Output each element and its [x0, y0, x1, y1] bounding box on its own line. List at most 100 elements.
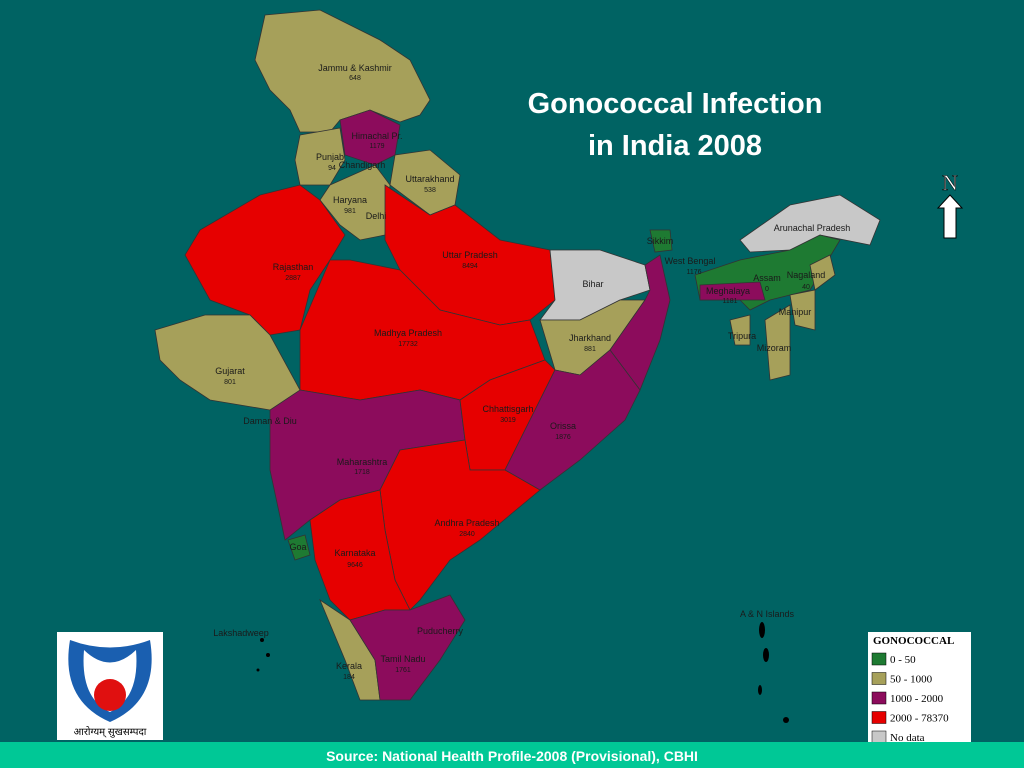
region-name: Orissa [550, 421, 576, 431]
region-name: Lakshadweep [213, 628, 269, 638]
region-value: 2840 [459, 531, 475, 538]
region-shape [504, 349, 641, 491]
compass-arrow [936, 194, 964, 239]
region-value: 1876 [555, 434, 571, 441]
region-shape [287, 534, 311, 561]
legend-label: 0 - 50 [890, 654, 916, 666]
region-value: 1176 [686, 269, 701, 276]
region-value: 981 [344, 208, 356, 215]
title-line: in India 2008 [588, 130, 762, 162]
region-value: 8494 [462, 263, 478, 270]
logo: आरोग्यम् सुखसम्पदा [57, 632, 163, 740]
region-shape [809, 254, 836, 291]
region-value: 1181 [722, 298, 737, 305]
region-value: 648 [349, 75, 361, 82]
region-name: Bihar [582, 279, 603, 289]
region-name: Delhi [366, 211, 387, 221]
logo-text: आरोग्यम् सुखसम्पदा [74, 726, 147, 738]
region-shape [649, 229, 673, 253]
region-value: 2887 [285, 275, 301, 282]
region-name: Tamil Nadu [380, 654, 425, 664]
region-value: 1718 [354, 469, 370, 476]
region-name: Madhya Pradesh [374, 328, 442, 338]
region-value: 184 [343, 674, 355, 681]
region-name: Assam [753, 273, 781, 283]
legend-label: 2000 - 78370 [890, 713, 949, 725]
region-name: Uttarakhand [405, 174, 454, 184]
logo-sun [94, 679, 126, 711]
legend-swatch [871, 652, 887, 666]
region-name: Gujarat [215, 366, 245, 376]
region-name: Sikkim [647, 236, 674, 246]
region-name: Meghalaya [706, 286, 750, 296]
region-name: Himachal Pr. [351, 131, 402, 141]
region-value: 94 [328, 165, 336, 172]
region-name: Puducherry [417, 626, 464, 636]
region-shape [349, 594, 466, 701]
region-name: Manipur [779, 307, 812, 317]
region-name: Uttar Pradesh [442, 250, 498, 260]
region-shape [184, 184, 346, 336]
region-name: Nagaland [787, 270, 826, 280]
legend-label: No data [890, 732, 925, 744]
region-value: 0 [765, 286, 769, 293]
island [783, 717, 789, 723]
region-name: Haryana [333, 195, 367, 205]
legend-label: 50 - 1000 [890, 674, 933, 686]
region-value: 3019 [500, 417, 516, 424]
region-shape [789, 289, 816, 331]
legend-box [868, 632, 971, 742]
region-name: Goa [289, 542, 306, 552]
region-name: Jharkhand [569, 333, 611, 343]
region-shape [764, 304, 791, 381]
region-name: Maharashtra [337, 457, 388, 467]
islands [256, 622, 789, 723]
legend-swatch [871, 691, 887, 705]
region-name: Chhattisgarh [482, 404, 533, 414]
region-name: Mizoram [757, 343, 792, 353]
region-value: 9646 [347, 562, 363, 569]
region-value: 1179 [369, 143, 384, 150]
region-value: 801 [224, 379, 236, 386]
region-value: 881 [584, 346, 596, 353]
region-value: 17732 [398, 341, 418, 348]
region-shape [739, 194, 881, 253]
region-name: Arunachal Pradesh [774, 223, 851, 233]
island [260, 638, 264, 642]
region-name: Daman & Diu [243, 416, 297, 426]
region-name: West Bengal [665, 256, 716, 266]
region-value: 538 [424, 187, 436, 194]
island [759, 622, 765, 638]
region-name: A & N Islands [740, 609, 795, 619]
region-value: 1761 [395, 667, 411, 674]
island [256, 668, 260, 672]
legend-swatch [871, 672, 887, 685]
region-shape [729, 314, 751, 346]
region-name: Tripura [728, 331, 756, 341]
region-name: Punjab [316, 152, 344, 162]
island [266, 653, 270, 657]
region-name: Rajasthan [273, 262, 314, 272]
footer-bar [0, 742, 1024, 768]
region-shapes [154, 9, 881, 723]
region-name: Karnataka [334, 548, 375, 558]
island [758, 685, 762, 695]
island [763, 648, 769, 662]
compass-label: N [942, 170, 958, 195]
region-name: Andhra Pradesh [434, 518, 499, 528]
region-shape [699, 281, 766, 301]
region-name: Chandigarh [339, 160, 386, 170]
region-labels: Jammu & Kashmir 648 Himachal Pr. 1179 Pu… [213, 63, 850, 681]
title-line: Gonococcal Infection [528, 88, 823, 120]
region-value: 40 [802, 284, 810, 291]
source: Source: National Health Profile-2008 (Pr… [326, 748, 698, 764]
region-name: Kerala [336, 661, 362, 671]
legend: GONOCOCCAL 0 - 50 50 - 1000 1000 - 2000 200… [868, 632, 971, 744]
region-name: Jammu & Kashmir [318, 63, 392, 73]
legend-swatch [871, 711, 887, 724]
legend-label: 1000 - 2000 [890, 693, 944, 705]
legend-swatch [871, 730, 887, 744]
legend-title: GONOCOCCAL [873, 635, 954, 647]
